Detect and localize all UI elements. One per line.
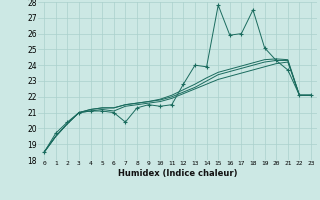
X-axis label: Humidex (Indice chaleur): Humidex (Indice chaleur) [118,169,237,178]
